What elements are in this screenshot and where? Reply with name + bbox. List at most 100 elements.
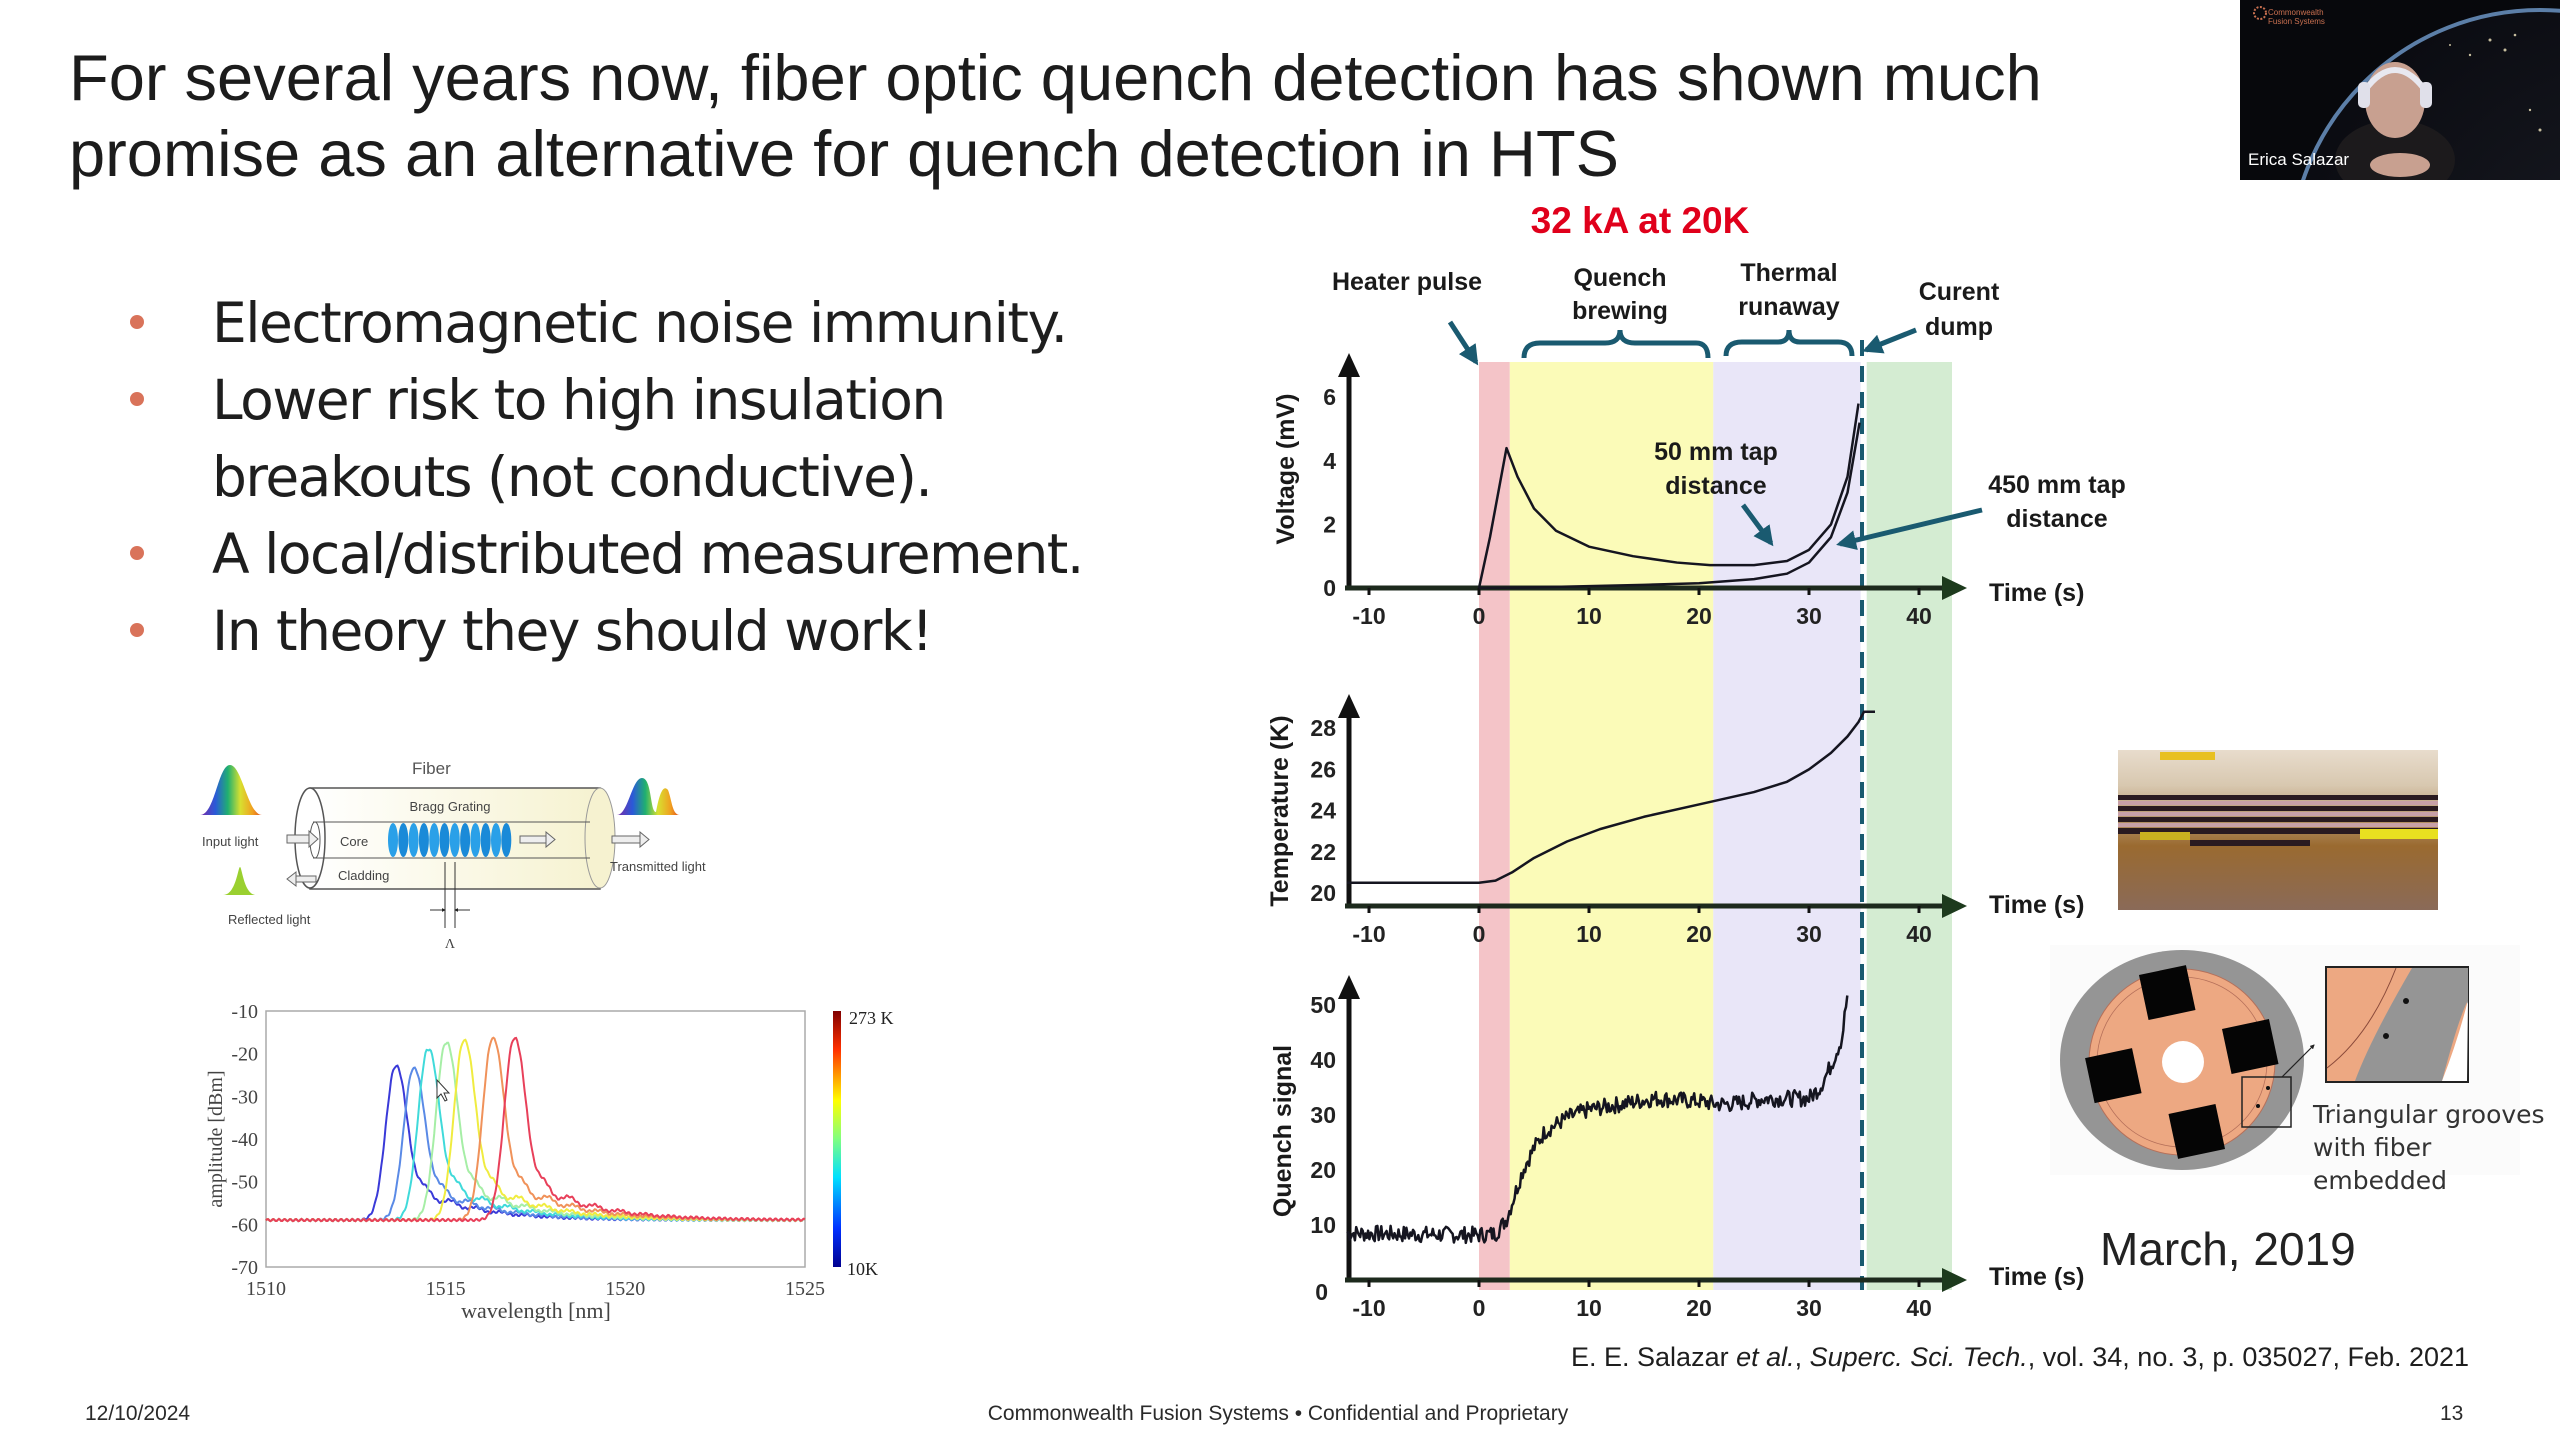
y-tick-label: 4 — [1323, 448, 1336, 474]
x-tick-label: 1520 — [605, 1278, 645, 1300]
y-tick-label: 26 — [1310, 756, 1336, 782]
bullet-dot-icon — [130, 546, 144, 560]
tap-450-arrow-icon — [1836, 507, 1983, 550]
bragg-grating-label: Bragg Grating — [410, 799, 491, 814]
temperature-curve — [1347, 710, 1875, 884]
x-tick-label: 1515 — [426, 1278, 466, 1300]
x-tick-label: 10 — [1576, 921, 1602, 947]
x-tick-label: 0 — [1473, 603, 1486, 629]
x-axis-arrow-icon — [1942, 894, 1967, 918]
y-tick-label: 30 — [1310, 1102, 1336, 1128]
person-head — [2365, 62, 2425, 138]
y-axis-label: amplitude [dBm] — [205, 1070, 227, 1207]
current-dump-band — [1866, 362, 1952, 1290]
grating-fringe — [480, 823, 491, 857]
y-tick-label: 20 — [1310, 1157, 1336, 1183]
x-axis-arrow-icon — [1942, 1268, 1967, 1292]
bragg-grating — [388, 823, 512, 857]
quench-brewing-brace — [1521, 329, 1711, 359]
bullet-list: Electromagnetic noise immunity. Lower ri… — [120, 285, 1084, 670]
grooves-caption: Triangular grooves with fiber embedded — [2313, 1100, 2545, 1195]
x-axis-label-voltage: Time (s) — [1989, 579, 2084, 607]
thermal-runaway-label-2: runaway — [1738, 293, 1840, 321]
heater-pulse-band — [1479, 362, 1510, 1290]
y-tick-label: 0 — [1315, 1279, 1328, 1305]
tap-50-label-2: distance — [1665, 472, 1767, 500]
temperature-colorbar — [833, 1011, 841, 1267]
mouse-cursor-icon — [436, 1078, 451, 1102]
bullet-item: A local/distributed measurement. — [120, 516, 1084, 593]
current-dump-label-1: Curent — [1919, 278, 2000, 306]
bullet-dot-icon — [130, 392, 144, 406]
tap-50-arrow-icon — [1740, 503, 1774, 547]
fiber-label: Fiber — [412, 759, 451, 778]
grating-fringe — [439, 823, 450, 857]
quench-brewing-label-2: brewing — [1572, 297, 1668, 325]
x-tick-label: 40 — [1906, 921, 1932, 947]
y-tick-label: 40 — [1310, 1047, 1336, 1073]
headline-current: 32 kA at 20K — [1531, 200, 1750, 241]
y-tick-label: -70 — [231, 1257, 258, 1279]
thermal-runaway-band — [1713, 362, 1861, 1290]
y-tick-label: 10 — [1310, 1212, 1336, 1238]
input-light-label: Input light — [202, 834, 259, 849]
plot-frame — [265, 1010, 806, 1268]
footer-confidentiality: Commonwealth Fusion Systems • Confidenti… — [987, 1402, 1569, 1425]
x-tick-label: 0 — [1473, 921, 1486, 947]
grating-fringe — [388, 823, 398, 857]
bullet-dot-icon — [130, 623, 144, 637]
y-tick-label: -20 — [231, 1044, 258, 1066]
grating-fringe — [501, 823, 512, 857]
tap-450-label-2: distance — [2006, 505, 2108, 533]
x-axis-label: wavelength [nm] — [461, 1298, 611, 1323]
colorbar-min-label: 10K — [847, 1259, 878, 1279]
transmitted-spectrum-icon — [617, 778, 680, 815]
dump-arrow-icon — [1862, 327, 1917, 354]
bullet-item: Lower risk to high insulation breakouts … — [120, 362, 992, 516]
x-tick-label: -10 — [1352, 603, 1385, 629]
quench-brewing-label-1: Quench — [1573, 264, 1666, 292]
participant-name: Erica Salazar — [2248, 150, 2350, 169]
y-tick-label: 50 — [1310, 992, 1336, 1018]
grating-fringe — [429, 823, 440, 857]
date-label: March, 2019 — [2100, 1223, 2356, 1275]
x-tick-label: 30 — [1796, 603, 1822, 629]
fbg-spectrum-chart: 273 K 10K wavelength [nm] amplitude [dBm… — [205, 1001, 894, 1323]
spectrum-curve — [265, 1036, 806, 1223]
heater-pulse-label: Heater pulse — [1332, 268, 1482, 296]
slide-title: For several years now, fiber optic quenc… — [69, 41, 2042, 190]
y-tick-label: -40 — [231, 1129, 258, 1151]
y-tick-label: 22 — [1310, 839, 1336, 865]
x-tick-label: -10 — [1352, 1295, 1385, 1321]
company-logo: Commonwealth Fusion Systems — [2268, 8, 2325, 26]
grating-fringe — [470, 823, 481, 857]
y-tick-label: -60 — [231, 1214, 258, 1236]
thermal-runaway-brace — [1723, 329, 1855, 357]
webcam-background — [2253, 6, 2560, 180]
webcam-video-tile[interactable]: Commonwealth Fusion Systems Erica Salaza… — [2240, 0, 2560, 180]
y-axis-arrow-icon — [1338, 353, 1360, 377]
bragg-grating-diagram: Fiber Bragg Grating Input light Core Cla… — [200, 759, 706, 952]
y-axis-arrow-icon — [1338, 694, 1360, 718]
y-tick-label: 2 — [1323, 511, 1336, 537]
x-axis-label-temperature: Time (s) — [1989, 891, 2084, 919]
y-tick-label: -30 — [231, 1086, 258, 1108]
quench-signal-curve — [1346, 995, 1849, 1245]
y-tick-label: 24 — [1310, 798, 1336, 824]
reflected-light-label: Reflected light — [228, 912, 311, 927]
x-tick-label: 10 — [1576, 603, 1602, 629]
y-tick-label: 28 — [1310, 715, 1336, 741]
x-tick-label: 20 — [1686, 921, 1712, 947]
grating-fringe — [449, 823, 460, 857]
phase-bands — [1479, 362, 1952, 1290]
conductor-cross-section-diagram — [2050, 945, 2520, 1175]
colorbar-max-label: 273 K — [849, 1008, 894, 1028]
x-axis-arrow-icon — [1942, 576, 1967, 600]
transmitted-light-label: Transmitted light — [610, 859, 706, 874]
y-axis-arrow-icon — [1338, 975, 1360, 999]
y-tick-label: -10 — [231, 1001, 258, 1023]
y-tick-label: 20 — [1310, 880, 1336, 906]
x-tick-label: 0 — [1473, 1295, 1486, 1321]
y-tick-label: 0 — [1323, 575, 1336, 601]
